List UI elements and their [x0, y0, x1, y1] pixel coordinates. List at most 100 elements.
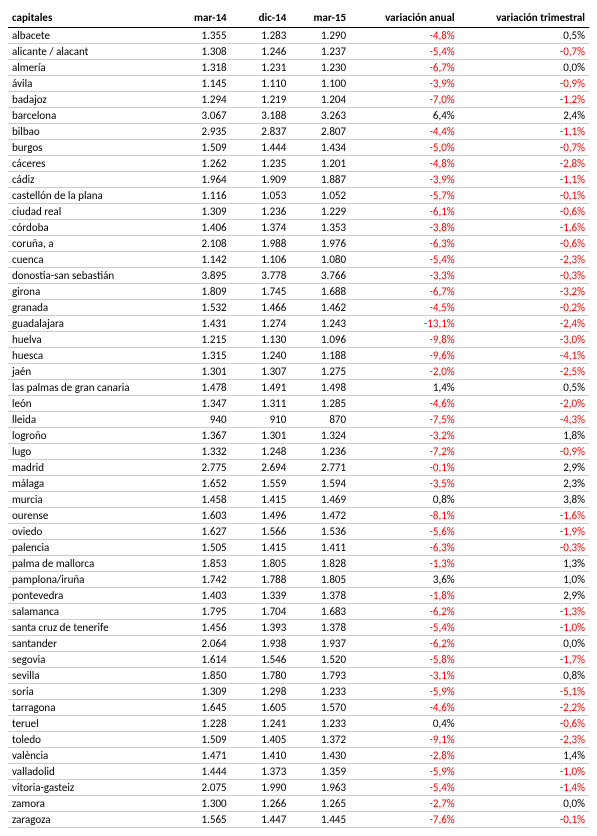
cell-var-trim: -0,9%	[459, 76, 589, 92]
table-row: león1.3471.3111.285-4,6%-2,0%	[8, 396, 589, 412]
cell-var-anual: -5,9%	[350, 764, 459, 780]
cell-mar15: 1.378	[290, 620, 350, 636]
table-row: tarragona1.6451.6051.570-4,6%-2,2%	[8, 700, 589, 716]
cell-dic14: 1.240	[231, 348, 291, 364]
cell-mar14: 1.532	[171, 300, 231, 316]
cell-capital: santander	[8, 636, 171, 652]
cell-var-trim: -1,0%	[459, 620, 589, 636]
cell-var-anual: -5,4%	[350, 620, 459, 636]
cell-mar15: 1.937	[290, 636, 350, 652]
cell-mar14: 1.505	[171, 540, 231, 556]
cell-capital: cuenca	[8, 252, 171, 268]
table-row: santander2.0641.9381.937-6,2%0,0%	[8, 636, 589, 652]
cell-var-trim: -2,3%	[459, 252, 589, 268]
cell-var-trim: 1,4%	[459, 748, 589, 764]
cell-var-trim: 2,9%	[459, 460, 589, 476]
table-row: guadalajara1.4311.2741.243-13,1%-2,4%	[8, 316, 589, 332]
cell-dic14: 1.339	[231, 588, 291, 604]
cell-mar15: 1.828	[290, 556, 350, 572]
cell-capital: toledo	[8, 732, 171, 748]
table-header: capitales mar-14 dic-14 mar-15 variación…	[8, 8, 589, 28]
cell-mar15: 3.766	[290, 268, 350, 284]
table-row: granada1.5321.4661.462-4,5%-0,2%	[8, 300, 589, 316]
cell-mar15: 1.445	[290, 812, 350, 828]
table-row: lleida940910870-7,5%-4,3%	[8, 412, 589, 428]
cell-mar14: 1.355	[171, 28, 231, 44]
table-row: albacete1.3551.2831.290-4,8%0,5%	[8, 28, 589, 44]
cell-var-trim: -1,6%	[459, 220, 589, 236]
cell-mar14: 1.309	[171, 204, 231, 220]
cell-dic14: 1.415	[231, 492, 291, 508]
cell-dic14: 1.307	[231, 364, 291, 380]
cell-capital: segovia	[8, 652, 171, 668]
table-row: ávila1.1451.1101.100-3,9%-0,9%	[8, 76, 589, 92]
cell-capital: valladolid	[8, 764, 171, 780]
cell-mar14: 1.565	[171, 812, 231, 828]
cell-var-trim: -0,1%	[459, 812, 589, 828]
cell-mar15: 1.229	[290, 204, 350, 220]
cell-mar15: 1.683	[290, 604, 350, 620]
cell-var-anual: -4,8%	[350, 156, 459, 172]
cell-capital: málaga	[8, 476, 171, 492]
cell-mar14: 1.444	[171, 764, 231, 780]
table-row: cáceres1.2621.2351.201-4,8%-2,8%	[8, 156, 589, 172]
table-body: albacete1.3551.2831.290-4,8%0,5%alicante…	[8, 28, 589, 828]
cell-mar14: 1.742	[171, 572, 231, 588]
cell-var-anual: -3,1%	[350, 668, 459, 684]
cell-var-anual: -6,3%	[350, 236, 459, 252]
cell-var-trim: -1,7%	[459, 652, 589, 668]
cell-capital: donostia-san sebastián	[8, 268, 171, 284]
cell-var-anual: -5,7%	[350, 188, 459, 204]
table-row: córdoba1.4061.3741.353-3,8%-1,6%	[8, 220, 589, 236]
cell-capital: león	[8, 396, 171, 412]
cell-mar15: 3.263	[290, 108, 350, 124]
cell-mar14: 1.116	[171, 188, 231, 204]
cell-var-anual: -5,4%	[350, 252, 459, 268]
cell-mar14: 1.347	[171, 396, 231, 412]
table-row: ourense1.6031.4961.472-8,1%-1,6%	[8, 508, 589, 524]
capitals-table: capitales mar-14 dic-14 mar-15 variación…	[8, 8, 589, 828]
cell-mar15: 1.805	[290, 572, 350, 588]
cell-mar14: 1.478	[171, 380, 231, 396]
cell-var-anual: -9,8%	[350, 332, 459, 348]
cell-mar14: 1.315	[171, 348, 231, 364]
cell-mar14: 1.456	[171, 620, 231, 636]
cell-mar14: 1.964	[171, 172, 231, 188]
cell-dic14: 1.301	[231, 428, 291, 444]
cell-mar15: 1.430	[290, 748, 350, 764]
cell-dic14: 1.491	[231, 380, 291, 396]
cell-capital: almería	[8, 60, 171, 76]
cell-var-trim: -0,1%	[459, 188, 589, 204]
cell-mar14: 1.627	[171, 524, 231, 540]
cell-mar15: 1.359	[290, 764, 350, 780]
cell-var-anual: -5,6%	[350, 524, 459, 540]
cell-dic14: 1.805	[231, 556, 291, 572]
cell-var-trim: -0,3%	[459, 540, 589, 556]
cell-var-anual: -5,8%	[350, 652, 459, 668]
cell-var-trim: 2,3%	[459, 476, 589, 492]
cell-var-trim: -2,5%	[459, 364, 589, 380]
cell-var-anual: -5,9%	[350, 684, 459, 700]
cell-capital: lugo	[8, 444, 171, 460]
col-capitales: capitales	[8, 8, 171, 28]
cell-capital: bilbao	[8, 124, 171, 140]
col-dic14: dic-14	[231, 8, 291, 28]
cell-var-trim: -2,4%	[459, 316, 589, 332]
cell-var-trim: -0,6%	[459, 236, 589, 252]
cell-mar15: 1.324	[290, 428, 350, 444]
cell-capital: badajoz	[8, 92, 171, 108]
cell-var-trim: -0,7%	[459, 44, 589, 60]
cell-capital: teruel	[8, 716, 171, 732]
cell-var-trim: -2,2%	[459, 700, 589, 716]
cell-var-trim: -1,4%	[459, 780, 589, 796]
cell-mar14: 2.075	[171, 780, 231, 796]
cell-var-trim: -2,3%	[459, 732, 589, 748]
table-row: palencia1.5051.4151.411-6,3%-0,3%	[8, 540, 589, 556]
cell-capital: córdoba	[8, 220, 171, 236]
cell-var-anual: -7,2%	[350, 444, 459, 460]
cell-mar15: 1.243	[290, 316, 350, 332]
cell-dic14: 1.745	[231, 284, 291, 300]
cell-mar15: 1.976	[290, 236, 350, 252]
cell-capital: cádiz	[8, 172, 171, 188]
cell-dic14: 1.909	[231, 172, 291, 188]
